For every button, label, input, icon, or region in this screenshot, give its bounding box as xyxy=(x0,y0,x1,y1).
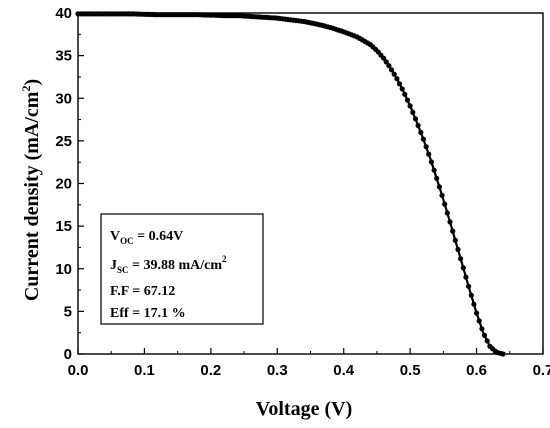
data-point xyxy=(471,301,477,307)
data-point xyxy=(423,144,429,150)
data-point xyxy=(412,116,419,122)
data-point xyxy=(452,237,458,243)
data-point xyxy=(404,97,411,103)
x-tick-label: 0.0 xyxy=(68,362,89,379)
data-point xyxy=(428,159,434,165)
y-axis-title: Current density (mA/cm2) xyxy=(19,79,43,301)
data-point xyxy=(407,103,413,109)
data-point xyxy=(458,256,464,262)
data-point xyxy=(410,109,416,115)
x-tick-label: 0.4 xyxy=(333,362,355,379)
data-point xyxy=(466,283,472,289)
data-point xyxy=(381,55,387,61)
data-point xyxy=(418,129,424,135)
data-point xyxy=(426,151,432,157)
data-point xyxy=(383,59,389,65)
data-point xyxy=(474,310,480,316)
y-tick-label: 20 xyxy=(55,176,72,193)
data-point xyxy=(500,351,506,357)
y-tick-label: 0 xyxy=(64,346,72,363)
data-point xyxy=(402,91,408,97)
x-tick-label: 0.3 xyxy=(267,362,288,379)
legend-frame xyxy=(100,213,264,325)
data-point xyxy=(481,332,488,338)
legend-jsc: JSC = 39.88 mA/cm2 xyxy=(110,254,227,275)
data-point xyxy=(415,122,421,129)
y-tick-label: 25 xyxy=(55,133,72,150)
x-tick-label: 0.6 xyxy=(466,362,487,379)
y-tick-label: 40 xyxy=(55,5,72,22)
y-tick-label: 35 xyxy=(55,48,72,65)
data-point xyxy=(442,201,448,207)
data-point xyxy=(460,265,466,271)
data-point xyxy=(479,326,485,332)
y-tick-label: 5 xyxy=(64,303,72,320)
x-tick-label: 0.1 xyxy=(134,362,155,379)
x-axis-title: Voltage (V) xyxy=(256,398,352,420)
y-tick-label: 10 xyxy=(55,261,72,278)
data-point xyxy=(468,292,474,298)
data-point xyxy=(463,274,469,280)
data-point xyxy=(476,318,482,324)
data-point xyxy=(434,175,440,181)
data-point xyxy=(450,228,456,234)
data-point xyxy=(396,81,403,87)
data-point xyxy=(420,136,426,142)
data-point xyxy=(447,219,453,225)
data-point xyxy=(444,210,450,216)
x-tick-label: 0.5 xyxy=(400,362,421,379)
legend-voc: VOC = 0.64V xyxy=(110,229,183,246)
data-point xyxy=(455,246,461,253)
data-point xyxy=(439,192,445,198)
legend-ff: F.F = 67.12 xyxy=(110,284,175,299)
x-tick-label: 0.2 xyxy=(200,362,221,379)
data-point xyxy=(391,71,397,77)
y-tick-label: 30 xyxy=(55,90,72,107)
y-tick-label: 15 xyxy=(55,218,72,235)
data-point xyxy=(484,338,490,344)
data-point xyxy=(386,63,392,69)
legend-box: VOC = 0.64V JSC = 39.88 mA/cm2 F.F = 67.… xyxy=(100,213,264,325)
data-point xyxy=(399,86,405,92)
data-point xyxy=(431,167,437,173)
data-point xyxy=(394,76,400,82)
data-point xyxy=(436,184,442,190)
data-point xyxy=(388,67,395,73)
x-tick-label: 0.7 xyxy=(533,362,550,379)
legend-eff: Eff = 17.1 % xyxy=(110,306,186,321)
